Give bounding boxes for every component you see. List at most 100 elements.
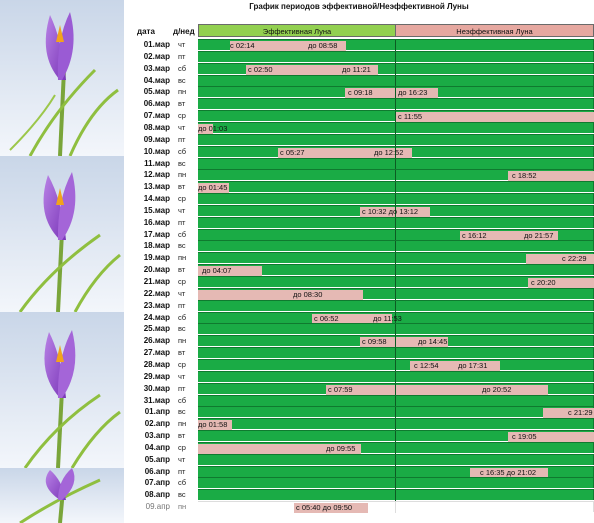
column-divider bbox=[395, 490, 396, 502]
row-weekday: пн bbox=[178, 502, 187, 512]
interval-bar bbox=[360, 337, 448, 348]
interval-bar bbox=[543, 408, 594, 419]
row-weekday: вс bbox=[178, 407, 186, 417]
column-divider bbox=[395, 324, 396, 336]
row-weekday: пт bbox=[178, 300, 186, 310]
row-date: 31.мар bbox=[143, 395, 170, 405]
header-date: дата bbox=[137, 27, 155, 36]
interval-bar bbox=[508, 171, 594, 182]
timeline-cell: с 10:32 до 13:12 bbox=[198, 204, 594, 217]
table-row: 10.мар сб с 05:27 до 12:52 bbox=[124, 145, 594, 158]
column-divider bbox=[395, 241, 396, 253]
column-divider bbox=[395, 182, 396, 194]
row-date: 24.мар bbox=[143, 312, 170, 322]
interval-label: с 16:35 до 21:02 bbox=[480, 467, 537, 477]
interval-label: с 02:14 bbox=[230, 41, 255, 50]
table-row: 17.мар сб с 16:12 до 21:57 bbox=[124, 228, 594, 241]
row-weekday: чт bbox=[178, 205, 186, 215]
row-date: 02.апр bbox=[144, 419, 170, 429]
row-date: 16.мар bbox=[143, 217, 170, 227]
table-row: 04.мар вс bbox=[124, 74, 594, 87]
column-divider bbox=[395, 288, 396, 300]
timeline-cell: с 20:20 bbox=[198, 276, 594, 288]
timeline-cell: с 05:40 до 09:50 bbox=[198, 501, 594, 514]
table-row: 14.мар ср bbox=[124, 193, 594, 206]
table-row: 06.апр пт с 16:35 до 21:02 bbox=[124, 465, 594, 478]
table-row: 22.мар чт до 08:30 bbox=[124, 287, 594, 300]
interval-bar bbox=[246, 64, 378, 75]
timeline-cell bbox=[198, 299, 594, 312]
crocus-photo-1 bbox=[0, 0, 124, 157]
timeline-cell bbox=[198, 74, 594, 87]
timeline-cell bbox=[198, 394, 594, 407]
crocus-photo-strip bbox=[0, 0, 124, 523]
interval-label: до 14:45 bbox=[418, 337, 448, 347]
table-row: 08.мар чт до 01:03 bbox=[124, 121, 594, 134]
timeline-cell: с 11:55 bbox=[198, 110, 594, 123]
interval-label: до 21:57 bbox=[524, 230, 554, 240]
timeline-cell: с 21:29 bbox=[198, 406, 594, 419]
row-date: 07.мар bbox=[143, 111, 170, 121]
timeline-cell bbox=[198, 50, 594, 63]
row-date: 30.мар bbox=[143, 383, 170, 393]
row-weekday: вт bbox=[178, 431, 186, 441]
row-weekday: ср bbox=[178, 359, 186, 369]
interval-label: до 01:45 bbox=[198, 183, 228, 193]
timeline-cell bbox=[198, 157, 594, 170]
row-date: 02.мар bbox=[143, 51, 170, 61]
table-row: 08.апр вс bbox=[124, 489, 594, 502]
table-row: 01.мар чт с 02:14 до 08:58 bbox=[124, 39, 594, 51]
timeline-cell: с 18:52 bbox=[198, 169, 594, 182]
interval-bar bbox=[198, 420, 232, 431]
interval-label: с 07:59 bbox=[328, 384, 353, 394]
header-ineffective-moon: Неэффективная Луна bbox=[395, 24, 594, 37]
column-divider bbox=[395, 205, 396, 217]
timeline-cell: с 07:59 до 20:52 bbox=[198, 382, 594, 395]
row-date: 10.мар bbox=[143, 146, 170, 156]
interval-bar bbox=[198, 443, 361, 454]
interval-label: с 16:12 bbox=[462, 230, 487, 240]
interval-bar bbox=[198, 289, 363, 300]
row-weekday: ср bbox=[178, 442, 186, 452]
timeline-cell: с 02:50 до 11:21 bbox=[198, 62, 594, 75]
row-date: 07.апр bbox=[144, 478, 170, 488]
header-weekday: д/нед bbox=[173, 27, 195, 36]
row-date: 15.мар bbox=[143, 205, 170, 215]
interval-bar bbox=[508, 432, 594, 443]
table-row: 16.мар пт bbox=[124, 216, 594, 229]
table-row: 09.апр пн с 05:40 до 09:50 bbox=[124, 501, 594, 514]
timeline-cell: с 16:12 до 21:57 bbox=[198, 228, 594, 241]
interval-label: с 05:27 bbox=[280, 147, 305, 157]
row-date: 06.апр bbox=[144, 466, 170, 476]
interval-bar bbox=[396, 112, 594, 123]
row-weekday: вт bbox=[178, 348, 186, 358]
table-row: 20.мар вт до 04:07 bbox=[124, 264, 594, 277]
column-divider bbox=[395, 478, 396, 490]
timeline-cell: до 01:03 bbox=[198, 121, 594, 134]
interval-bar bbox=[198, 266, 262, 277]
column-divider bbox=[395, 134, 396, 146]
column-divider bbox=[395, 336, 396, 348]
table-row: 24.мар сб с 06:52 до 11:53 bbox=[124, 311, 594, 324]
timeline-cell: с 22:29 bbox=[198, 252, 594, 265]
table-row: 31.мар сб bbox=[124, 394, 594, 407]
timeline-cell: с 16:35 до 21:02 bbox=[198, 465, 594, 478]
crocus-photo-3 bbox=[0, 312, 124, 469]
row-weekday: сб bbox=[178, 146, 187, 156]
interval-label: с 12:54 bbox=[414, 360, 439, 370]
interval-label: с 09:18 bbox=[348, 88, 373, 98]
table-row: 29.мар чт bbox=[124, 370, 594, 383]
table-row: 19.мар пн с 22:29 bbox=[124, 252, 594, 265]
timeline-cell: до 09:55 bbox=[198, 441, 594, 454]
interval-label: с 05:40 до 09:50 bbox=[296, 503, 353, 513]
row-weekday: пт bbox=[178, 134, 186, 144]
row-weekday: пн bbox=[178, 87, 187, 97]
table-row: 05.мар пн с 09:18 до 16:23 bbox=[124, 86, 594, 99]
column-divider bbox=[395, 75, 396, 87]
interval-label: с 06:52 bbox=[314, 313, 339, 323]
interval-label: до 08:58 bbox=[308, 41, 338, 50]
table-row: 05.апр чт bbox=[124, 453, 594, 466]
column-divider bbox=[395, 454, 396, 466]
interval-label: до 17:31 bbox=[458, 360, 488, 370]
row-weekday: сб bbox=[178, 478, 187, 488]
